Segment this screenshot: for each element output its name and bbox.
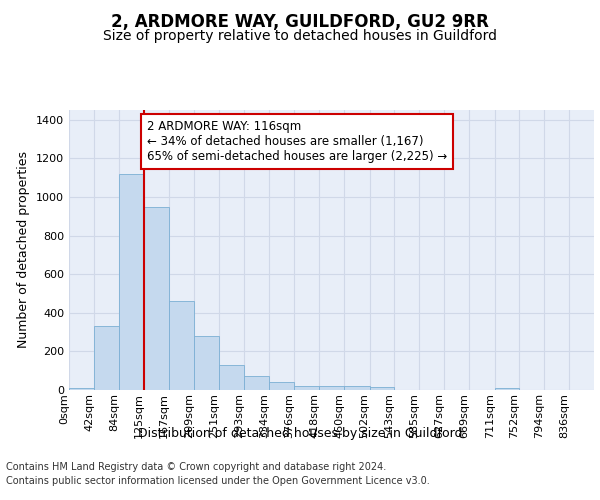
Bar bbox=[244, 376, 269, 390]
Bar bbox=[69, 388, 94, 390]
Bar bbox=[370, 387, 394, 390]
Bar bbox=[344, 386, 370, 390]
Bar bbox=[169, 300, 194, 390]
Text: Distribution of detached houses by size in Guildford: Distribution of detached houses by size … bbox=[138, 428, 462, 440]
Bar bbox=[269, 382, 294, 390]
Bar bbox=[194, 336, 219, 390]
Bar bbox=[94, 326, 119, 390]
Y-axis label: Number of detached properties: Number of detached properties bbox=[17, 152, 31, 348]
Text: Size of property relative to detached houses in Guildford: Size of property relative to detached ho… bbox=[103, 29, 497, 43]
Text: Contains public sector information licensed under the Open Government Licence v3: Contains public sector information licen… bbox=[6, 476, 430, 486]
Bar bbox=[319, 386, 344, 390]
Text: 2, ARDMORE WAY, GUILDFORD, GU2 9RR: 2, ARDMORE WAY, GUILDFORD, GU2 9RR bbox=[111, 12, 489, 30]
Bar bbox=[119, 174, 144, 390]
Bar bbox=[144, 206, 169, 390]
Bar bbox=[294, 386, 319, 390]
Text: 2 ARDMORE WAY: 116sqm
← 34% of detached houses are smaller (1,167)
65% of semi-d: 2 ARDMORE WAY: 116sqm ← 34% of detached … bbox=[147, 120, 447, 162]
Bar bbox=[494, 388, 519, 390]
Text: Contains HM Land Registry data © Crown copyright and database right 2024.: Contains HM Land Registry data © Crown c… bbox=[6, 462, 386, 472]
Bar bbox=[219, 365, 244, 390]
